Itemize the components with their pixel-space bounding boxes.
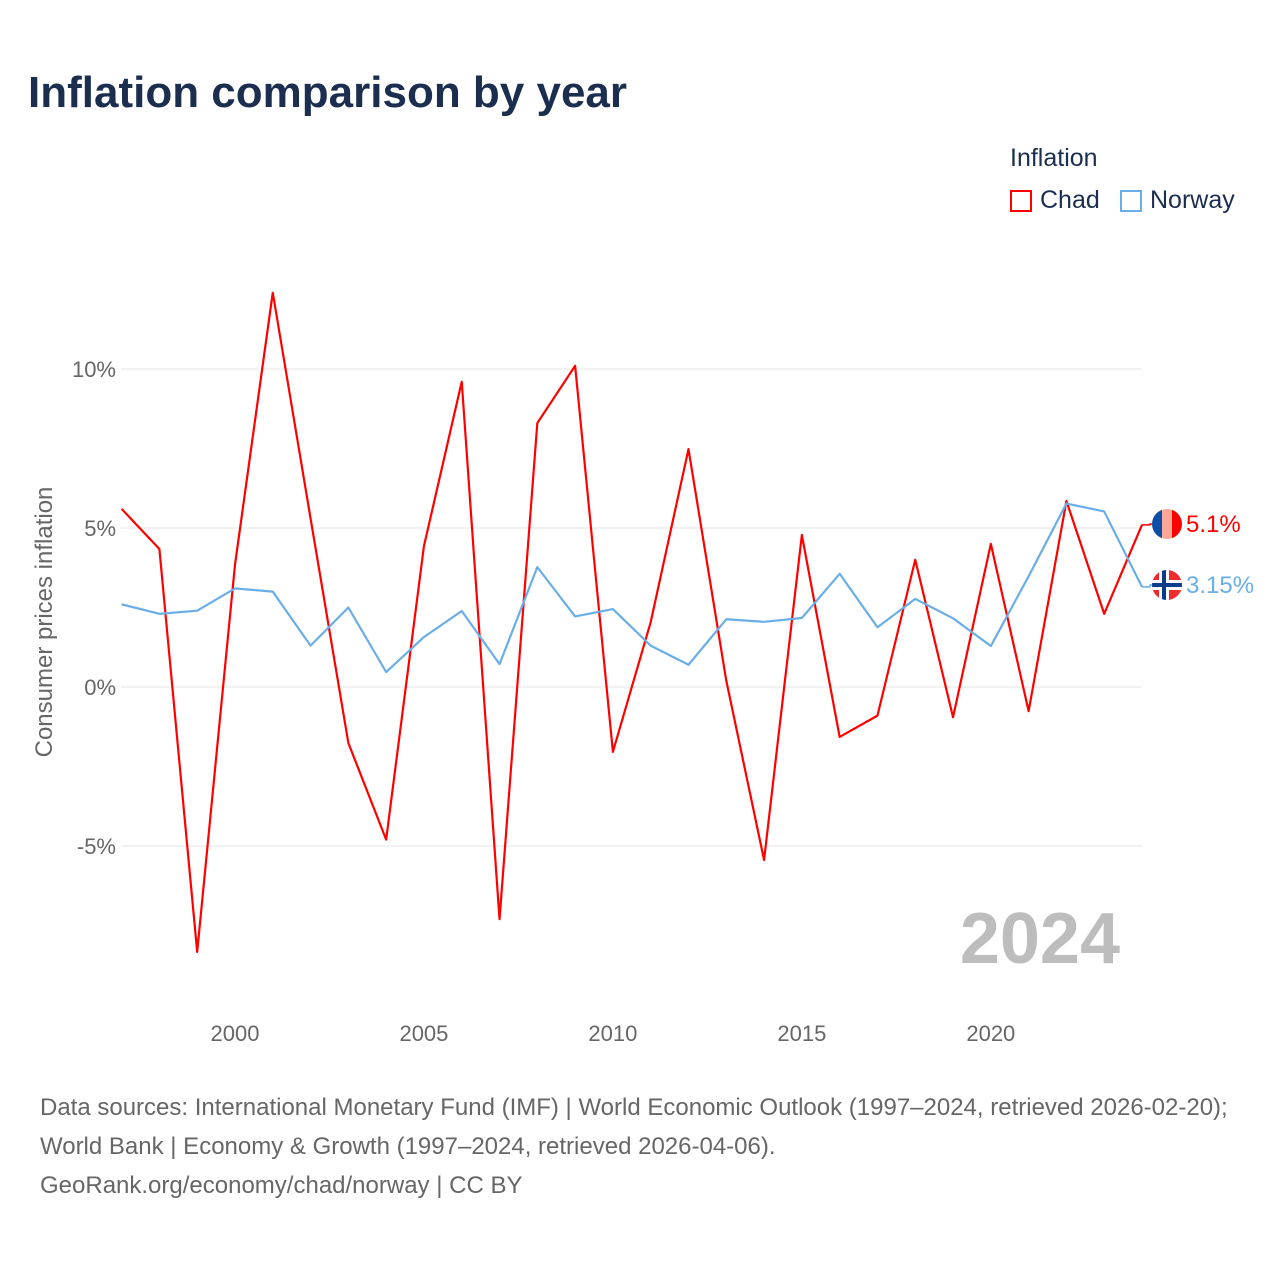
y-tick-label: -5% bbox=[77, 834, 116, 859]
chart-title: Inflation comparison by year bbox=[28, 68, 628, 117]
legend-item-norway[interactable]: Norway bbox=[1120, 186, 1235, 215]
legend-title: Inflation bbox=[1010, 144, 1098, 172]
x-tick-label: 2000 bbox=[211, 1021, 260, 1046]
year-annotation: 2024 bbox=[960, 899, 1120, 979]
end-label-norway: 3.15% bbox=[1186, 572, 1254, 599]
y-axis-label: Consumer prices inflation bbox=[31, 487, 58, 758]
footer: Data sources: International Monetary Fun… bbox=[40, 1088, 1250, 1205]
x-tick-label: 2015 bbox=[777, 1021, 826, 1046]
y-tick-label: 5% bbox=[84, 516, 116, 541]
end-label-chad: 5.1% bbox=[1186, 511, 1241, 538]
legend-label: Norway bbox=[1150, 186, 1235, 214]
legend-swatch-chad bbox=[1010, 189, 1032, 212]
x-tick-label: 2005 bbox=[399, 1021, 448, 1046]
footer-sources: Data sources: International Monetary Fun… bbox=[40, 1094, 1228, 1160]
legend-swatch-norway bbox=[1120, 189, 1142, 212]
y-tick-label: 10% bbox=[72, 357, 116, 382]
x-tick-label: 2020 bbox=[966, 1021, 1015, 1046]
footer-link[interactable]: GeoRank.org/economy/chad/norway | CC BY bbox=[40, 1172, 523, 1199]
legend-label: Chad bbox=[1040, 186, 1100, 214]
norway-flag-icon bbox=[1152, 570, 1182, 600]
chad-flag-icon bbox=[1152, 509, 1182, 539]
x-tick-label: 2010 bbox=[588, 1021, 637, 1046]
legend-item-chad[interactable]: Chad bbox=[1010, 186, 1100, 215]
y-tick-label: 0% bbox=[84, 675, 116, 700]
series-line-norway bbox=[121, 502, 1143, 674]
series-line-chad bbox=[120, 291, 1144, 953]
